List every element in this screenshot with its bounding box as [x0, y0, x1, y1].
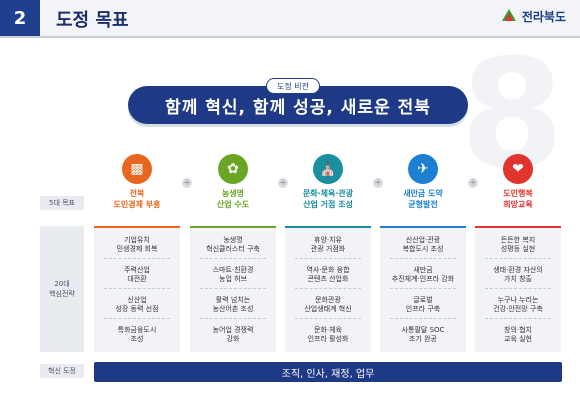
logo-mark-icon: [501, 9, 516, 21]
divider: [104, 318, 170, 319]
goal-label: 문화·체육·관광 산업 거점 조성: [302, 189, 354, 209]
goal-culture: ⛪ 문화·체육·관광 산업 거점 조성: [285, 154, 371, 226]
strategy-item: 주력산업 대전환: [124, 266, 150, 283]
divider: [295, 258, 361, 259]
divider: [295, 288, 361, 289]
strategy-column-welfare: 든든한 복지 성평등 실현 생태·환경 자산의 가치 창출 누구나 누리는 건강…: [475, 226, 561, 352]
strategy-item: 신산업 성장 동력 선점: [115, 296, 159, 313]
divider: [485, 318, 551, 319]
divider: [200, 318, 266, 319]
logo-text: 전라북도: [521, 9, 566, 24]
header-bar: 2 도정 목표 전라북도: [0, 0, 580, 36]
vision-tag: 도정 비전: [266, 78, 320, 94]
heart-hand-icon: ❤: [503, 154, 533, 184]
strategy-item: 창의·협치 교육 실현: [504, 326, 532, 343]
strategy-item: 새만금 추진체계·인프라 강화: [391, 266, 455, 283]
strategy-item: 농생명 혁신클러스터 구축: [206, 236, 260, 253]
column-accent: [190, 226, 276, 228]
bar-chart-icon: ▩: [122, 154, 152, 184]
innovation-bar: 조직, 인사, 재정, 업무: [94, 362, 562, 382]
strategy-item: 문화·체육 인프라 활성화: [307, 326, 349, 343]
airplane-icon: ✈: [408, 154, 438, 184]
building-icon: ⛪: [313, 154, 343, 184]
column-accent: [285, 226, 371, 228]
strategy-item: 문화관광 산업생태계 혁신: [304, 296, 352, 313]
divider: [390, 258, 456, 259]
goal-label: 새만금 도약 균형발전: [403, 189, 443, 209]
strategy-item: 활력 넘치는 농산어촌 조성: [212, 296, 254, 313]
goal-label: 농생명 산업 수도: [216, 189, 250, 209]
plus-icon: +: [278, 178, 288, 188]
strategy-item: 사통팔달 SOC 조기 완공: [401, 326, 445, 343]
goals-row: ▩ 전북 도민경제 부흥 + ✿ 농생명 산업 수도 + ⛪ 문화·체육·관광 …: [94, 154, 562, 226]
strategy-item: 스마트·친환경 농업 허브: [212, 266, 254, 283]
strategy-item: 누구나 누리는 건강·안전망 구축: [493, 296, 543, 313]
goal-label: 도민행복 희망교육: [503, 189, 533, 209]
strategy-item: 든든한 복지 성평등 실현: [500, 236, 536, 253]
strategy-item: 특화금융도시 조성: [117, 326, 157, 343]
strategy-item: 기업유치 민생경제 회복: [116, 236, 158, 253]
innovation-label: 혁신 도정: [40, 364, 84, 378]
divider: [485, 258, 551, 259]
header-divider: [0, 36, 580, 38]
goals-label: 5대 목표: [40, 196, 84, 210]
strategy-item: 글로벌 인프라 구축: [405, 296, 441, 313]
goal-label: 전북 도민경제 부흥: [113, 189, 161, 209]
strategy-item: 휴양·치유 관광 거점화: [310, 236, 346, 253]
goal-economy: ▩ 전북 도민경제 부흥: [94, 154, 180, 226]
divider: [104, 258, 170, 259]
column-accent: [380, 226, 466, 228]
strategy-column-culture: 휴양·치유 관광 거점화 역사·문화 융합 콘텐츠 산업화 문화관광 산업생태계…: [285, 226, 371, 352]
strategies-label: 20대 핵심전략: [40, 226, 84, 352]
plus-icon: +: [373, 178, 383, 188]
sprout-icon: ✿: [218, 154, 248, 184]
divider: [485, 288, 551, 289]
strategy-item: 생태·환경 자산의 가치 창출: [493, 266, 543, 283]
divider: [200, 288, 266, 289]
logo: 전라북도: [500, 7, 566, 25]
section-number: 2: [0, 0, 40, 36]
strategy-item: 농어업 경쟁력 강화: [212, 326, 254, 343]
goal-saemangeum: ✈ 새만금 도약 균형발전: [380, 154, 466, 226]
column-accent: [94, 226, 180, 228]
divider: [390, 318, 456, 319]
divider: [200, 258, 266, 259]
divider: [390, 288, 456, 289]
section-title: 도정 목표: [56, 10, 129, 31]
plus-icon: +: [468, 178, 478, 188]
strategy-column-agriculture: 농생명 혁신클러스터 구축 스마트·친환경 농업 허브 활력 넘치는 농산어촌 …: [190, 226, 276, 352]
strategy-column-saemangeum: 신산업·관광 복합도시 조성 새만금 추진체계·인프라 강화 글로벌 인프라 구…: [380, 226, 466, 352]
plus-icon: +: [182, 178, 192, 188]
goal-agriculture: ✿ 농생명 산업 수도: [190, 154, 276, 226]
divider: [295, 318, 361, 319]
column-accent: [475, 226, 561, 228]
divider: [104, 288, 170, 289]
goal-welfare: ❤ 도민행복 희망교육: [475, 154, 561, 226]
strategy-item: 신산업·관광 복합도시 조성: [402, 236, 444, 253]
strategy-column-economy: 기업유치 민생경제 회복 주력산업 대전환 신산업 성장 동력 선점 특화금융도…: [94, 226, 180, 352]
strategy-item: 역사·문화 융합 콘텐츠 산업화: [306, 266, 350, 283]
